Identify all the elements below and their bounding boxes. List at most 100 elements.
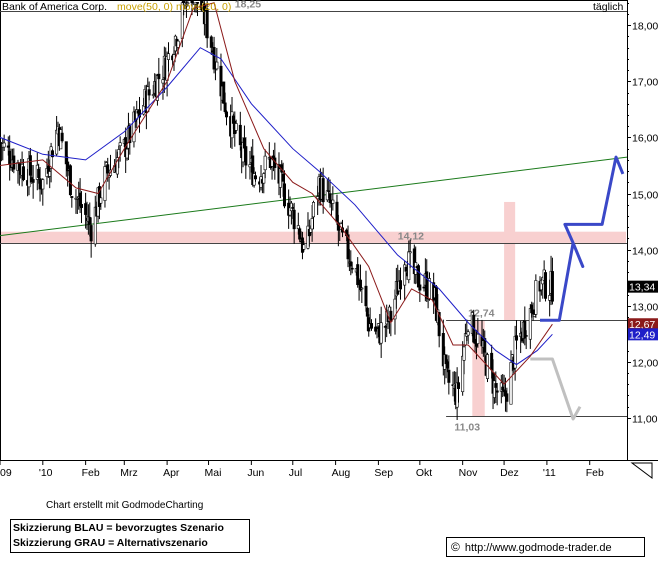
price-candle (2, 142, 6, 148)
price-candle (137, 109, 141, 118)
price-candle (195, 2, 199, 4)
price-candle (68, 165, 72, 196)
price-candle (466, 331, 470, 336)
price-candle (6, 145, 10, 148)
price-candle (118, 142, 122, 147)
price-candle (437, 312, 441, 337)
scenario-grey-path (530, 357, 582, 421)
legend-blue: Skizzierung BLAU = bevorzugtes Szenario (13, 522, 224, 534)
price-candle (461, 355, 465, 393)
scroll-right-icon[interactable] (630, 462, 653, 479)
x-tick-label: '10 (39, 467, 53, 479)
y-tick-label: 14,00 (632, 246, 658, 258)
price-candle (50, 150, 54, 158)
price-candle (327, 190, 331, 193)
price-candle (550, 271, 554, 302)
price-candle (70, 196, 74, 198)
price-candle (28, 155, 32, 176)
price-candle (358, 279, 362, 290)
price-candle (310, 218, 314, 230)
price-candle (495, 390, 499, 393)
x-tick-label: '11 (543, 467, 556, 479)
price-candle (21, 166, 25, 180)
price-candle (238, 124, 242, 146)
x-tick-label: Dez (500, 467, 519, 479)
price-candle (84, 203, 88, 215)
chart-credit: Chart erstellt mit GodmodeCharting (46, 500, 204, 511)
price-candle (346, 234, 350, 260)
price-candle (125, 148, 129, 159)
price-candle (38, 178, 42, 190)
highlight-bar-2 (504, 201, 516, 321)
price-candle (428, 278, 432, 300)
price-candle (31, 179, 35, 183)
price-candle (383, 326, 387, 328)
price-candle (298, 228, 302, 240)
x-tick-label: Apr (163, 467, 180, 479)
chart-title: Bank of America Corp. (2, 1, 107, 13)
price-candle (302, 244, 306, 250)
price-badge-ma50 (628, 328, 658, 341)
price-candle (8, 150, 12, 165)
price-candle (41, 179, 45, 190)
price-candle (205, 8, 209, 39)
x-tick-label: Mrz (120, 467, 138, 479)
price-candle (325, 190, 329, 201)
price-candle (328, 193, 332, 204)
x-tick-label: Jul (289, 467, 302, 479)
price-candle (311, 202, 315, 218)
y-tick-label: 13,00 (632, 302, 658, 314)
y-tick-label: 11,00 (632, 414, 658, 426)
price-candle (161, 79, 165, 84)
trend-line (0, 156, 628, 237)
price-badge-label: 12,49 (629, 329, 655, 341)
price-candle (532, 314, 536, 317)
price-candle (186, 2, 190, 5)
price-candle (263, 155, 267, 171)
y-tick-label: 17,00 (632, 77, 658, 89)
x-tick-label: Mai (205, 467, 222, 479)
x-tick-label: Jun (247, 467, 264, 479)
price-candle (408, 251, 412, 254)
price-badge-last (628, 280, 658, 293)
price-candle (534, 280, 538, 315)
price-candle (414, 262, 418, 275)
ma20-line (0, 2, 553, 386)
price-candle (234, 123, 238, 131)
price-candle (483, 338, 487, 353)
scenario-legend: Skizzierung BLAU = bevorzugtes Szenario … (10, 519, 250, 553)
price-candle (151, 94, 155, 96)
price-candle (99, 197, 103, 204)
x-tick-label: Nov (459, 467, 478, 479)
price-candle (252, 173, 256, 186)
price-candle (165, 56, 169, 81)
price-candle (370, 323, 374, 329)
price-candle (505, 393, 509, 402)
price-candle (60, 132, 64, 142)
price-candle (509, 362, 513, 405)
source-url-box[interactable]: © http://www.godmode-trader.de (446, 537, 645, 557)
x-tick-label: Feb (586, 467, 604, 479)
price-candle (12, 155, 16, 170)
level-label: 14,12 (398, 231, 424, 243)
price-candle (253, 175, 257, 180)
level-label: 18,25 (235, 0, 261, 11)
price-candle (215, 61, 219, 70)
price-candle (375, 327, 379, 329)
y-tick-label: 15,00 (632, 190, 658, 202)
price-candle (524, 335, 528, 337)
price-candle (422, 286, 426, 289)
y-tick-label: 16,00 (632, 133, 658, 145)
price-candle (262, 173, 266, 184)
resistance-zone (1, 231, 626, 243)
price-candle (523, 320, 527, 339)
price-candle (476, 333, 480, 344)
price-candle (531, 309, 535, 315)
price-candle (223, 102, 227, 112)
price-candle (281, 173, 285, 182)
price-candle (544, 272, 548, 299)
price-candle (360, 287, 364, 290)
x-tick-label: Sep (374, 467, 393, 479)
source-url[interactable]: http://www.godmode-trader.de (464, 542, 612, 554)
